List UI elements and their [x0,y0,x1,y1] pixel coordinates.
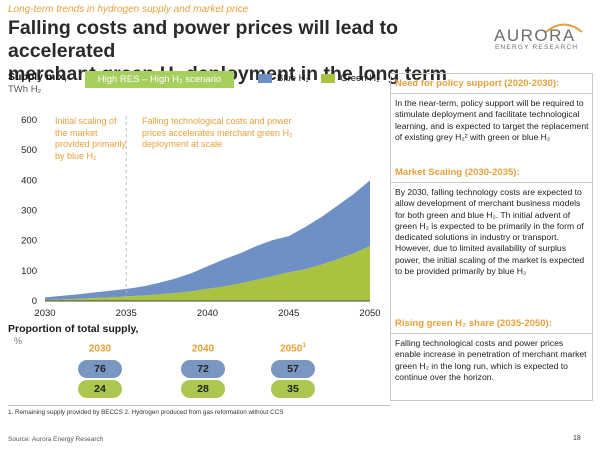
supply-mix-label: Supply mix, [8,71,67,83]
panel-heading-policy: Need for policy support (2020-2030): [395,78,560,89]
x-tick-label: 2050 [359,308,380,319]
footnote: 1. Remaining supply provided by BECCS 2.… [8,409,284,416]
legend-item-blue: Blue H₂ [258,73,309,84]
logo-word: AURORA [494,26,576,45]
panel-heading-rising-share: Rising green H₂ share (2035-2050): [395,318,552,329]
page-number: 18 [573,435,581,442]
panel-heading-market-scaling: Market Scaling (2030-2035): [395,167,520,178]
title-line-2-post: deployment in the long term [180,63,448,85]
panel-rule-1 [391,93,592,94]
logo-arc-icon [545,23,583,33]
legend-label-blue: Blue H₂ [277,73,310,84]
annotation-initial-scaling: Initial scaling of the market provided p… [55,116,127,161]
source-text: Source: Aurora Energy Research [8,436,104,443]
kicker-text: Long-term trends in hydrogen supply and … [8,4,249,15]
supply-area-chart: 0 100 200 300 400 500 600 2030 2035 2040 2045 2050 [21,115,380,319]
proportion-label: Proportion of total supply, [8,323,139,335]
area-green-h2 [45,246,370,301]
panel-rule-3 [391,333,592,334]
y-tick-label: 400 [21,175,37,186]
area-blue-h2 [45,180,370,301]
legend-swatch-green [321,74,336,83]
pill-blue-2050: 57 [271,360,315,378]
panel-text-policy: In the near-term, policy support will be… [395,98,589,142]
legend-item-green: Green H₂ [321,73,380,84]
supply-unit-label: TWh H₂ [8,84,42,95]
pill-green-2040: 28 [181,380,225,398]
pill-green-2030: 24 [78,380,122,398]
y-tick-label: 200 [21,236,37,247]
pill-blue-2040: 72 [181,360,225,378]
y-tick-label: 0 [32,296,37,307]
annotation-falling-costs: Falling technological costs and power pr… [142,116,293,149]
x-tick-label: 2040 [197,308,218,319]
panel-rule-2 [391,182,592,183]
panel-text-market-scaling: By 2030, falling technology costs are ex… [395,187,585,277]
legend-label-green: Green H₂ [340,73,380,84]
scenario-button[interactable]: High RES – High H₂ scenario [85,71,234,88]
proportion-year-2040: 2040 [191,343,215,355]
logo-subtitle: ENERGY RESEARCH [495,44,579,51]
chart-legend: Blue H₂ Green H₂ [258,73,392,84]
y-tick-label: 600 [21,115,37,126]
y-tick-label: 300 [21,206,37,217]
proportion-year-2050: 20501 [280,342,306,355]
x-tick-label: 2035 [116,308,137,319]
x-tick-label: 2045 [278,308,299,319]
commentary-panel: Need for policy support (2020-2030): In … [390,73,593,401]
aurora-logo: AURORA ENERGY RESEARCH [494,23,594,56]
proportion-year-2030: 2030 [88,343,112,355]
panel-text-rising-share: Falling technological costs and power pr… [395,338,587,382]
y-tick-label: 500 [21,145,37,156]
legend-swatch-blue [258,74,272,83]
pill-green-2050: 35 [271,380,315,398]
proportion-unit: % [14,336,23,346]
x-tick-label: 2030 [34,308,55,319]
pill-blue-2030: 76 [78,360,122,378]
title-line-1: Falling costs and power prices will lead… [8,17,399,62]
y-tick-label: 100 [21,266,37,277]
footnote-divider [8,405,390,406]
